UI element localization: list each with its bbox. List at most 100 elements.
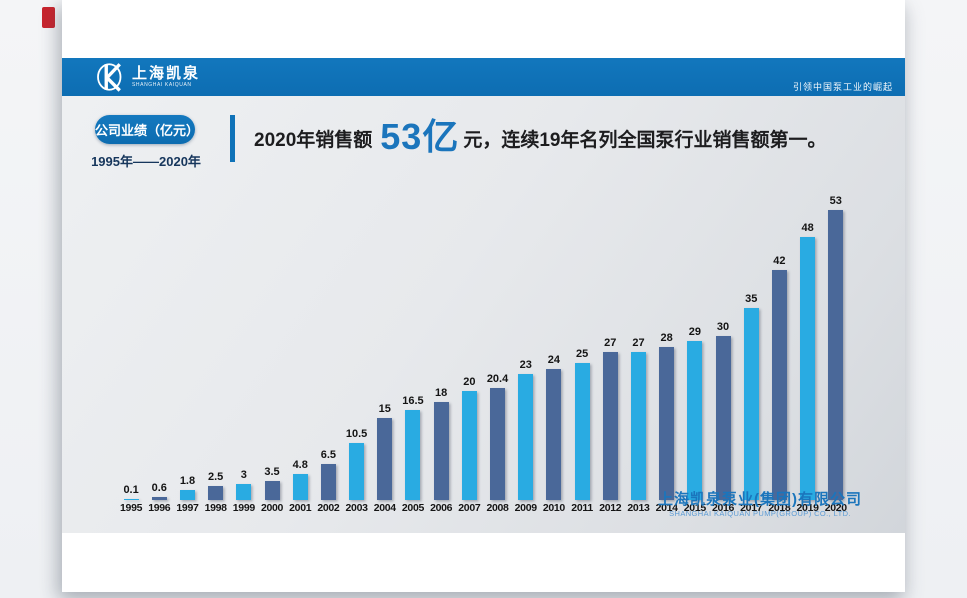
headline: 2020年销售额 53亿 元，连续19年名列全国泵行业销售额第一。 — [254, 114, 894, 162]
bar-chart: 0.1 1995 0.6 1996 1.8 1997 2.5 1998 3 1999 3.5 2000… — [117, 140, 850, 520]
bar-year-label: 2007 — [458, 502, 481, 514]
bar-column: 3.5 2000 — [258, 140, 286, 520]
bar — [320, 464, 336, 500]
slide-content-panel: 公司业绩（亿元） 1995年——2020年 2020年销售额 53亿 元，连续1… — [62, 96, 905, 533]
bar-value-label: 6.5 — [320, 449, 337, 461]
kaiquan-logo-icon — [97, 63, 122, 92]
bar-column: 2.5 1998 — [202, 140, 230, 520]
bar-year-label: 2009 — [514, 502, 537, 514]
bar — [208, 486, 224, 500]
bar-year-label: 2015 — [683, 502, 706, 514]
bar — [659, 347, 675, 500]
bar-value-label: 24 — [547, 354, 561, 366]
bar-value-label: 30 — [716, 321, 730, 333]
bar — [800, 237, 816, 500]
bar — [715, 336, 731, 500]
bar-value-label: 15 — [378, 403, 391, 415]
bar — [179, 490, 195, 500]
bar — [518, 374, 534, 500]
bar-value-label: 16.5 — [402, 395, 424, 407]
bar — [405, 410, 421, 500]
bar-year-label: 2010 — [542, 502, 565, 514]
bar — [461, 391, 477, 500]
bar-value-label: 3.5 — [264, 466, 280, 478]
bar-column: 0.6 1996 — [145, 140, 173, 520]
bar — [264, 481, 280, 500]
bar-column: 23 2009 — [512, 140, 540, 520]
bar-value-label: 3 — [240, 469, 247, 481]
bar-column: 24 2010 — [540, 140, 568, 520]
bar-column: 29 2015 — [681, 140, 709, 520]
bar-column: 15 2004 — [371, 140, 399, 520]
headline-suffix: 元，连续19年名列全国泵行业销售额第一。 — [463, 129, 827, 151]
bar-value-label: 29 — [688, 326, 701, 338]
bar-column: 30 2016 — [709, 140, 737, 520]
bar — [574, 363, 590, 500]
logo-name-en: SHANGHAI KAIQUAN — [132, 82, 192, 88]
bar-column: 53 2020 — [822, 140, 850, 520]
bar-year-label: 2020 — [824, 502, 847, 514]
logo-name-cn: 上海凯泉 — [132, 65, 201, 82]
headline-prefix: 2020年销售额 — [254, 129, 373, 151]
bar-column: 20 2007 — [455, 140, 483, 520]
bar-column: 35 2017 — [737, 140, 765, 520]
bar-column: 6.5 2002 — [314, 140, 342, 520]
bar-value-label: 27 — [604, 337, 617, 349]
bar — [687, 341, 703, 500]
bar-column: 27 2012 — [596, 140, 624, 520]
bar — [630, 352, 646, 500]
headline-highlight: 53亿 — [380, 116, 460, 157]
bar — [292, 474, 308, 500]
bar-value-label: 1.8 — [179, 475, 196, 487]
vertical-divider — [230, 115, 235, 162]
company-name-cn: 上海凯泉泵业(集团)有限公司 — [658, 491, 862, 508]
header-slogan: 引领中国泵工业的崛起 — [792, 82, 893, 92]
bar-year-label: 2002 — [317, 502, 340, 514]
bar-year-label: 2001 — [289, 502, 312, 514]
bar-year-label: 1995 — [120, 502, 143, 514]
bar-year-label: 1998 — [204, 502, 227, 514]
bar-value-label: 20 — [463, 376, 476, 388]
bar-value-label: 4.8 — [292, 459, 308, 471]
bar-column: 27 2013 — [624, 140, 652, 520]
bar — [123, 499, 139, 500]
bar-column: 42 2018 — [765, 140, 793, 520]
bar-value-label: 35 — [745, 293, 758, 305]
bar-value-label: 25 — [575, 348, 589, 360]
bar-year-label: 2000 — [260, 502, 284, 514]
bar — [602, 352, 618, 500]
bar-year-label: 2019 — [796, 502, 819, 514]
bar-column: 48 2019 — [794, 140, 822, 520]
bar-year-label: 2005 — [401, 502, 425, 514]
bar-value-label: 0.1 — [123, 484, 139, 496]
bar-value-label: 28 — [660, 332, 673, 344]
bar-year-label: 2016 — [711, 502, 735, 514]
bar-column: 25 2011 — [568, 140, 596, 520]
bar-column: 10.5 2003 — [343, 140, 371, 520]
section-badge: 公司业绩（亿元） — [95, 115, 199, 144]
slide-page: 上海凯泉 SHANGHAI KAIQUAN 引领中国泵工业的崛起 公司业绩（亿元… — [62, 0, 905, 592]
bar-value-label: 42 — [773, 255, 786, 267]
bar-value-label: 20.4 — [486, 373, 509, 385]
company-logo: 上海凯泉 SHANGHAI KAIQUAN — [95, 62, 200, 92]
bar-value-label: 53 — [829, 195, 842, 207]
bar-year-label: 2004 — [373, 502, 396, 514]
bar-value-label: 10.5 — [345, 428, 368, 440]
bar-column: 0.1 1995 — [117, 140, 145, 520]
bar-value-label: 48 — [801, 222, 814, 234]
red-marker — [42, 7, 55, 28]
bar — [236, 484, 252, 500]
bar-column: 18 2006 — [427, 140, 455, 520]
year-range-label: 1995年——2020年 — [91, 154, 201, 169]
bar-year-label: 2011 — [571, 502, 593, 514]
bar-year-label: 1999 — [232, 502, 255, 514]
bar-value-label: 18 — [435, 387, 448, 399]
bar-year-label: 2003 — [345, 502, 368, 514]
bar — [433, 402, 449, 500]
bar — [377, 418, 393, 500]
bar-year-label: 2013 — [627, 502, 650, 514]
bar — [151, 497, 167, 500]
bar — [743, 308, 759, 500]
bar-value-label: 27 — [632, 337, 645, 349]
